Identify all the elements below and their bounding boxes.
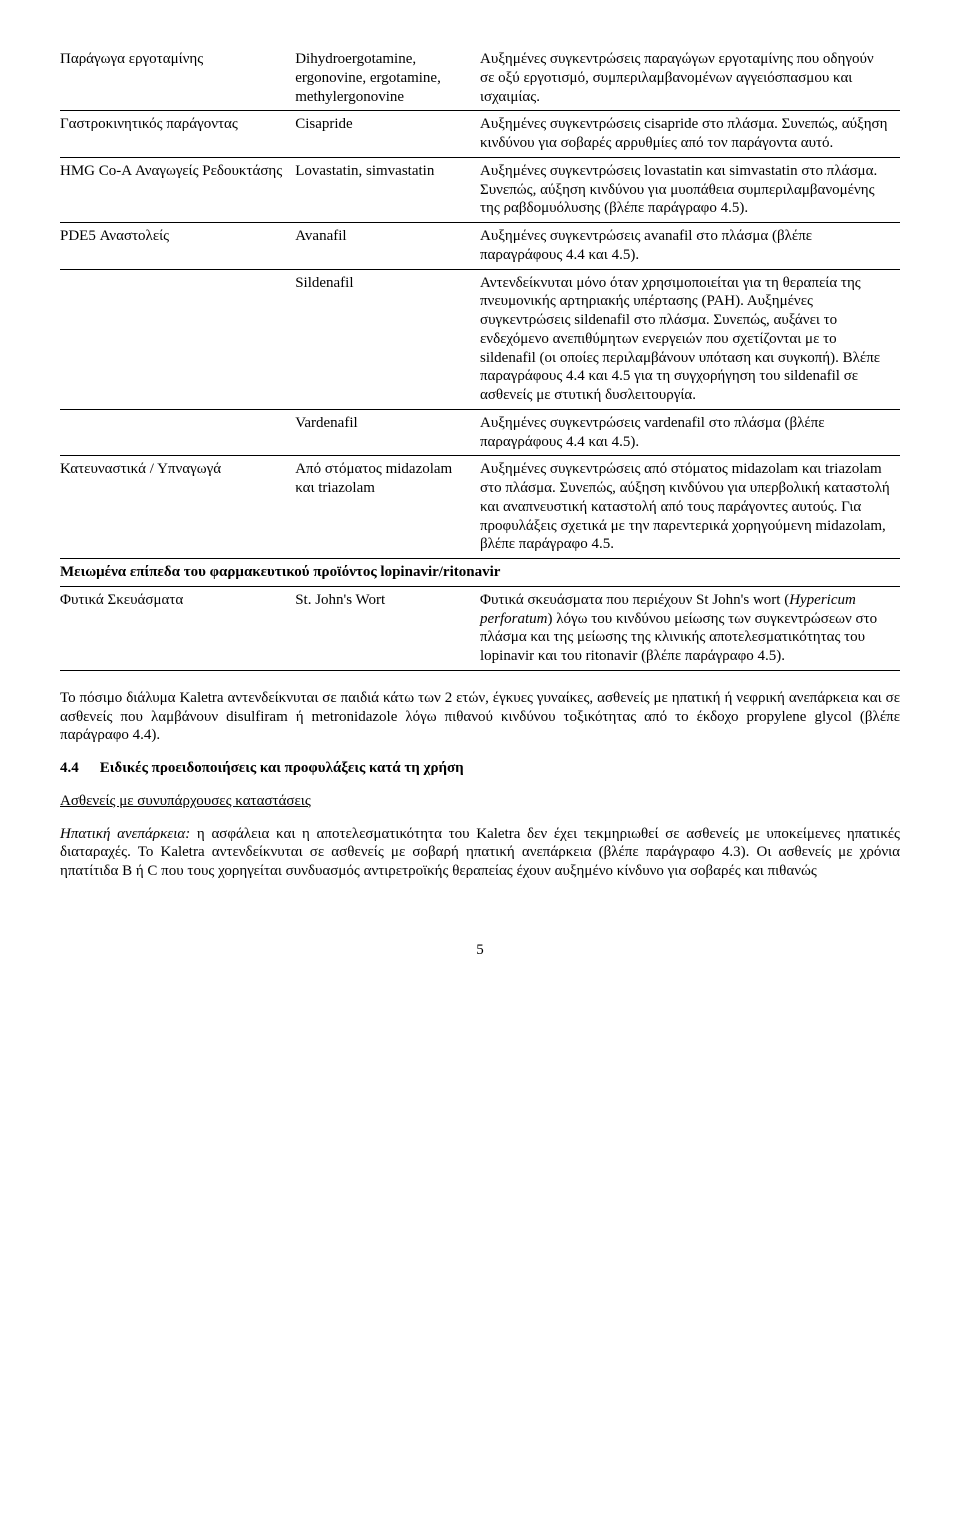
cell-gastro-class: Γαστροκινητικός παράγοντας xyxy=(60,111,295,158)
interactions-table: Παράγωγα εργοταμίνης Dihydroergotamine, … xyxy=(60,48,900,671)
section-heading-reduced-levels: Μειωμένα επίπεδα του φαρμακευτικού προϊό… xyxy=(60,559,900,587)
cell-ergot-drugs: Dihydroergotamine, ergonovine, ergotamin… xyxy=(295,48,480,111)
cell-ergot-class: Παράγωγα εργοταμίνης xyxy=(60,48,295,111)
heading-title: Ειδικές προειδοποιήσεις και προφυλάξεις … xyxy=(100,760,464,776)
cell-avanafil-effect: Αυξημένες συγκεντρώσεις avanafil στο πλά… xyxy=(480,223,900,270)
cell-hmg-class: HMG Co-A Αναγωγείς Ρεδουκτάσης xyxy=(60,157,295,222)
page-number: 5 xyxy=(60,941,900,960)
cell-hmg-effect: Αυξημένες συγκεντρώσεις lovastatin και s… xyxy=(480,157,900,222)
hepatic-label: Ηπατική ανεπάρκεια: xyxy=(60,826,190,842)
cell-ergot-effect: Αυξημένες συγκεντρώσεις παραγώγων εργοτα… xyxy=(480,48,900,111)
cell-stjohns-effect: Φυτικά σκευάσματα που περιέχουν St John'… xyxy=(480,586,900,670)
cell-sildenafil-effect: Αντενδείκνυται μόνο όταν χρησιμοποιείται… xyxy=(480,269,900,409)
cell-avanafil: Avanafil xyxy=(295,223,480,270)
heading-number: 4.4 xyxy=(60,759,96,778)
cell-sildenafil: Sildenafil xyxy=(295,269,480,409)
paragraph-kaletra-contra: Το πόσιμο διάλυμα Kaletra αντενδείκνυται… xyxy=(60,689,900,745)
paragraph-hepatic: Ηπατική ανεπάρκεια: η ασφάλεια και η απο… xyxy=(60,825,900,881)
subheading-coexisting: Ασθενείς με συνυπάρχουσες καταστάσεις xyxy=(60,792,900,811)
cell-hmg-drugs: Lovastatin, simvastatin xyxy=(295,157,480,222)
cell-gastro-drugs: Cisapride xyxy=(295,111,480,158)
cell-gastro-effect: Αυξημένες συγκεντρώσεις cisapride στο πλ… xyxy=(480,111,900,158)
cell-stjohns: St. John's Wort xyxy=(295,586,480,670)
cell-empty-2 xyxy=(60,409,295,456)
cell-vardenafil: Vardenafil xyxy=(295,409,480,456)
cell-herbal-class: Φυτικά Σκευάσματα xyxy=(60,586,295,670)
cell-midazolam-effect: Αυξημένες συγκεντρώσεις από στόματος mid… xyxy=(480,456,900,559)
cell-sedatives-class: Κατευναστικά / Υπναγωγά xyxy=(60,456,295,559)
heading-4-4: 4.4 Ειδικές προειδοποιήσεις και προφυλάξ… xyxy=(60,759,900,778)
cell-vardenafil-effect: Αυξημένες συγκεντρώσεις vardenafil στο π… xyxy=(480,409,900,456)
stjohns-text-a: Φυτικά σκευάσματα που περιέχουν St John'… xyxy=(480,592,789,608)
cell-empty-1 xyxy=(60,269,295,409)
cell-midazolam: Από στόματος midazolam και triazolam xyxy=(295,456,480,559)
cell-pde5-class: PDE5 Αναστολείς xyxy=(60,223,295,270)
